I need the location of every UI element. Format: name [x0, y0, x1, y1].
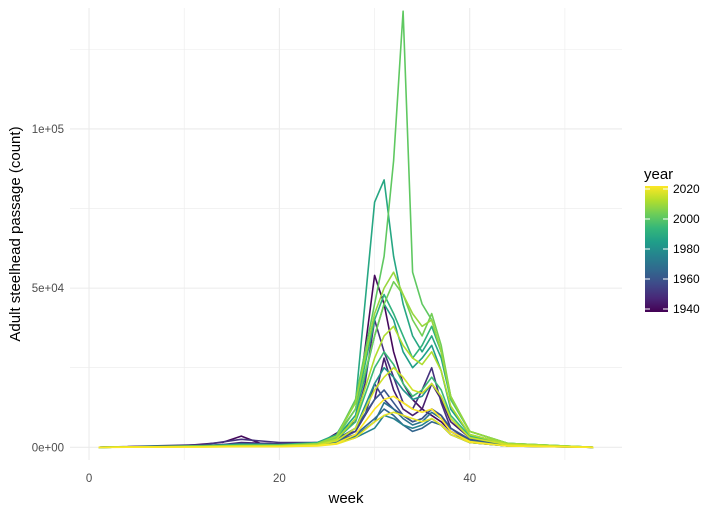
x-tick-label: 0 [86, 473, 92, 485]
legend-tick-label: 1960 [673, 272, 700, 286]
legend-tick-label: 1940 [673, 302, 700, 316]
x-tick-label: 20 [273, 473, 286, 485]
grid-lines [70, 8, 622, 460]
y-tick-label: 5e+04 [32, 283, 65, 295]
y-tick-label: 0e+00 [32, 442, 64, 454]
legend: year 1940 1960 1980 2000 2020 [644, 166, 700, 316]
series-line-2009 [98, 271, 594, 449]
legend-tick-label: 2000 [673, 212, 700, 226]
legend-tick-label: 1980 [673, 242, 700, 256]
x-tick-label: 40 [463, 473, 476, 485]
series-line-2012 [98, 325, 594, 449]
series-line-1950 [98, 319, 594, 449]
series-line-1988 [98, 179, 594, 449]
y-tick-label: 1e+05 [32, 124, 64, 136]
series-line-2022 [98, 395, 594, 449]
series-line-2001 [98, 10, 594, 449]
legend-title: year [644, 166, 673, 183]
legend-ticks: 1940 1960 1980 2000 2020 [645, 182, 700, 316]
series-line-2004 [98, 280, 594, 449]
series-lines [98, 10, 594, 449]
axes: 0 20 40 0e+00 5e+04 1e+05 [32, 124, 476, 485]
legend-tick-label: 2020 [673, 182, 700, 196]
x-axis-title: week [327, 490, 364, 507]
series-line-2016 [98, 366, 594, 449]
legend-colorbar [645, 186, 668, 312]
series-line-1985 [98, 303, 594, 449]
y-axis-title: Adult steelhead passage (count) [7, 126, 24, 341]
